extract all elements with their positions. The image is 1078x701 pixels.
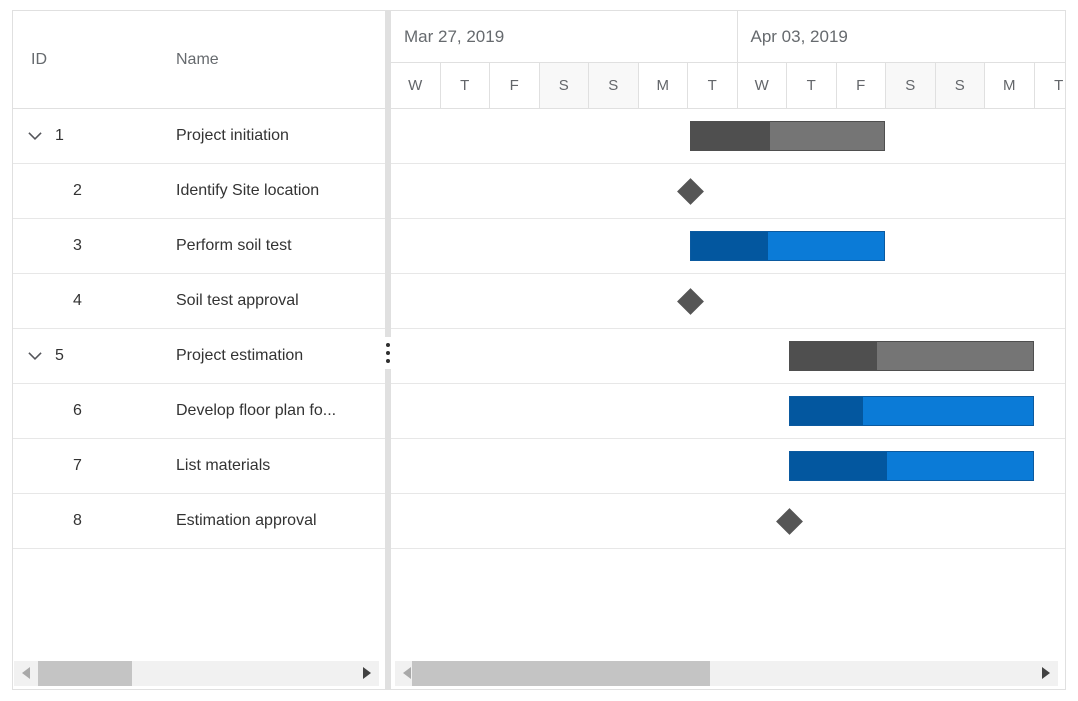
grid-scroll-thumb[interactable] [38, 661, 132, 686]
chart-row [391, 274, 1065, 329]
splitter[interactable] [385, 11, 391, 689]
chart-row [391, 494, 1065, 549]
day-header-cell: F [836, 63, 886, 108]
chart-row [391, 219, 1065, 274]
day-header-cell: S [935, 63, 985, 108]
grid-horizontal-scrollbar[interactable] [14, 661, 379, 686]
task-id: 3 [73, 237, 82, 254]
task-id: 8 [73, 512, 82, 529]
day-header-cell: F [490, 63, 540, 108]
task-id-cell: 1 [13, 127, 164, 145]
chart-body [391, 109, 1065, 549]
child-taskbar[interactable] [789, 451, 1034, 481]
milestone-icon[interactable] [775, 508, 803, 535]
week-label: Apr 03, 2019 [750, 26, 848, 46]
task-name-cell: Perform soil test [176, 237, 292, 254]
task-id: 7 [73, 457, 82, 474]
task-name-cell: Develop floor plan fo... [176, 402, 337, 419]
task-id: 6 [73, 402, 82, 419]
chart-horizontal-scrollbar[interactable] [395, 661, 1058, 686]
day-header-cell: W [737, 63, 787, 108]
chevron-down-icon[interactable] [26, 127, 44, 145]
day-header-cell: S [539, 63, 589, 108]
grid-row[interactable]: 3 Perform soil test [13, 219, 385, 274]
parent-taskbar[interactable] [690, 121, 885, 151]
task-id: 1 [55, 127, 64, 144]
grid-row[interactable]: 1 Project initiation [13, 109, 385, 164]
taskbar-progress [691, 232, 769, 260]
task-id-cell: 7 [13, 457, 164, 475]
child-taskbar[interactable] [789, 396, 1034, 426]
chart-row [391, 109, 1065, 164]
task-name-cell: Identify Site location [176, 182, 320, 199]
scroll-right-icon[interactable] [1042, 667, 1050, 679]
parent-taskbar[interactable] [789, 341, 1034, 371]
column-header-id[interactable]: ID [31, 50, 47, 68]
task-name-cell: List materials [176, 457, 271, 474]
task-id-cell: 4 [13, 292, 164, 310]
grid-header: ID Name [13, 11, 385, 109]
chart-row [391, 384, 1065, 439]
day-header-cell: S [886, 63, 936, 108]
scroll-left-icon[interactable] [403, 667, 411, 679]
grid-row[interactable]: 7 List materials [13, 439, 385, 494]
day-header-cell: T [787, 63, 837, 108]
task-name-cell: Estimation approval [176, 512, 317, 529]
day-header-cell: S [589, 63, 639, 108]
timeline-week-row: Mar 27, 2019 Apr 03, 2019 [391, 11, 1065, 63]
task-id: 5 [55, 347, 64, 364]
chevron-down-icon[interactable] [26, 347, 44, 365]
taskbar-progress [790, 342, 878, 370]
week-label: Mar 27, 2019 [404, 26, 505, 46]
chart-row [391, 439, 1065, 494]
grid-panel: ID Name 1 Project initiation 2 Identify Sit… [13, 11, 385, 689]
grid-row[interactable]: 2 Identify Site location [13, 164, 385, 219]
day-header-cell: W [391, 63, 441, 108]
day-header-cell: M [638, 63, 688, 108]
task-id-cell: 5 [13, 347, 164, 365]
task-id: 4 [73, 292, 82, 309]
grid-row[interactable]: 5 Project estimation [13, 329, 385, 384]
task-id-cell: 3 [13, 237, 164, 255]
taskbar-progress [691, 122, 771, 150]
taskbar-progress [790, 452, 887, 480]
task-id: 2 [73, 182, 82, 199]
task-id-cell: 8 [13, 512, 164, 530]
day-header-cell: T [688, 63, 738, 108]
column-header-name[interactable]: Name [176, 50, 219, 68]
task-id-cell: 6 [13, 402, 164, 420]
scroll-right-icon[interactable] [363, 667, 371, 679]
grid-body: 1 Project initiation 2 Identify Site locati… [13, 109, 385, 549]
day-header-cell: M [985, 63, 1035, 108]
grid-row[interactable]: 4 Soil test approval [13, 274, 385, 329]
grid-row[interactable]: 8 Estimation approval [13, 494, 385, 549]
task-id-cell: 2 [13, 182, 164, 200]
day-header-cell: T [1034, 63, 1065, 108]
milestone-icon[interactable] [676, 288, 704, 315]
day-header-cell: T [440, 63, 490, 108]
chart-row [391, 164, 1065, 219]
milestone-icon[interactable] [676, 178, 704, 205]
gantt-chart: ID Name 1 Project initiation 2 Identify Sit… [12, 10, 1066, 690]
grid-row[interactable]: 6 Develop floor plan fo... [13, 384, 385, 439]
week-header-cell: Mar 27, 2019 [391, 11, 738, 62]
task-name-cell: Project estimation [176, 347, 304, 364]
week-header-cell: Apr 03, 2019 [737, 11, 1065, 62]
scroll-left-icon[interactable] [22, 667, 30, 679]
task-name-cell: Project initiation [176, 127, 289, 144]
chart-row [391, 329, 1065, 384]
chart-scroll-thumb[interactable] [412, 661, 710, 686]
task-name-cell: Soil test approval [176, 292, 299, 309]
splitter-handle-icon[interactable] [385, 337, 391, 369]
child-taskbar[interactable] [690, 231, 885, 261]
taskbar-progress [790, 397, 863, 425]
